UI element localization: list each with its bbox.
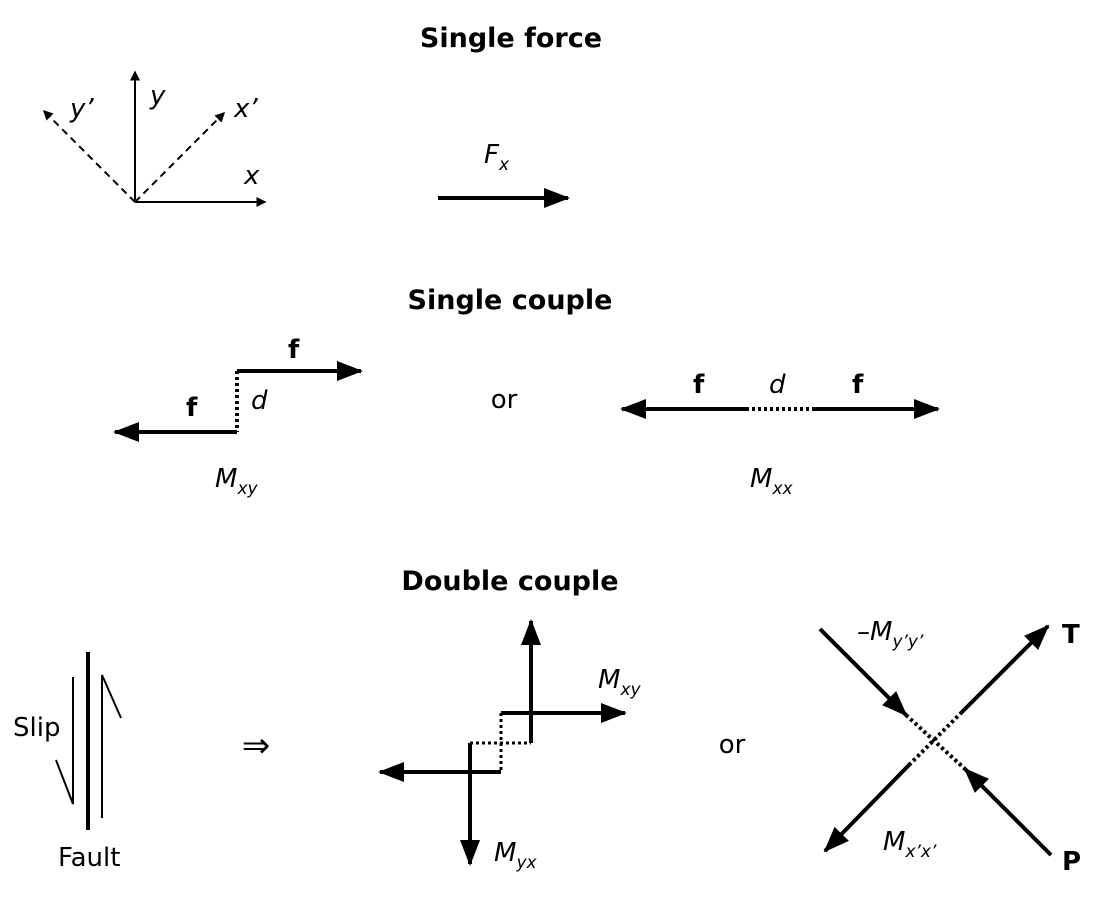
neg-myy-label-sub: y’y’	[891, 632, 924, 652]
dc-myx-label: Myx	[494, 838, 537, 873]
dipole-left-force-label: f	[693, 370, 705, 400]
force-label: Fx	[484, 140, 510, 175]
dipole-distance-label: d	[769, 370, 786, 400]
dc-mxy-label: Mxy	[598, 665, 641, 700]
dc-mxy-label-sub: xy	[619, 680, 641, 700]
implies-arrow-icon: ⇒	[242, 726, 271, 766]
y-prime-axis-label: y’	[69, 94, 94, 124]
x-prime-axis-arrow	[134, 111, 226, 203]
dc-mxy-label-main: M	[598, 665, 620, 695]
mxx-label-sub: xx	[771, 479, 793, 499]
mxx-prime-label-main: M	[883, 827, 905, 857]
couple-mxx-group: f d f Mxx	[620, 370, 940, 499]
force-label-sub: x	[498, 155, 510, 175]
coordinate-axes: y’ y x’ x	[42, 70, 267, 207]
heading-double-couple: Double couple	[401, 566, 618, 597]
force-label-main: F	[484, 140, 500, 170]
mxy-label-main: M	[215, 464, 237, 494]
heading-single-couple: Single couple	[408, 285, 613, 316]
dc-myx-label-main: M	[494, 838, 516, 868]
t-connector	[907, 710, 964, 767]
double-couple-mxy-myx-group: Mxy Myx	[378, 619, 641, 873]
slip-left-half-arrow	[55, 677, 74, 805]
t-lower-left-arrow	[823, 763, 911, 853]
dc-myx-label-sub: yx	[515, 853, 537, 873]
neg-myy-label-main: –M	[857, 617, 892, 647]
double-couple-or: or	[719, 730, 746, 760]
single-couple-or: or	[491, 385, 518, 415]
slip-right-half-arrow	[101, 674, 122, 818]
mxx-label: Mxx	[750, 464, 793, 499]
mxy-label: Mxy	[215, 464, 258, 499]
p-upper-left-arrow	[818, 627, 908, 717]
neg-myy-label: –My’y’	[857, 617, 924, 652]
couple-upper-force-label: f	[288, 335, 300, 365]
p-axis-label: P	[1062, 847, 1081, 877]
t-upper-right-arrow	[960, 624, 1050, 714]
dipole-right-force-label: f	[852, 370, 864, 400]
heading-single-force: Single force	[420, 23, 602, 54]
p-connector	[904, 713, 967, 771]
fault-label: Fault	[58, 843, 120, 873]
slip-label: Slip	[13, 713, 60, 743]
principal-axes-group: –My’y’ Mx’x’ T P	[818, 617, 1081, 877]
mxx-prime-label: Mx’x’	[883, 827, 937, 862]
mxy-label-sub: xy	[236, 479, 258, 499]
mxx-label-main: M	[750, 464, 772, 494]
p-lower-right-arrow	[963, 767, 1053, 857]
x-axis-label: x	[243, 161, 260, 191]
single-force-arrow-group: Fx	[438, 140, 570, 208]
mxx-prime-label-sub: x’x’	[904, 842, 937, 862]
y-axis-label: y	[149, 81, 166, 111]
t-axis-label: T	[1062, 620, 1080, 650]
y-prime-axis-arrow	[42, 109, 136, 203]
couple-lower-force-label: f	[186, 393, 198, 423]
x-prime-axis-label: x’	[233, 94, 258, 124]
fault-slip-group: Slip Fault	[13, 652, 122, 873]
couple-distance-label: d	[251, 386, 268, 416]
couple-mxy-group: f f d Mxy	[113, 335, 363, 499]
